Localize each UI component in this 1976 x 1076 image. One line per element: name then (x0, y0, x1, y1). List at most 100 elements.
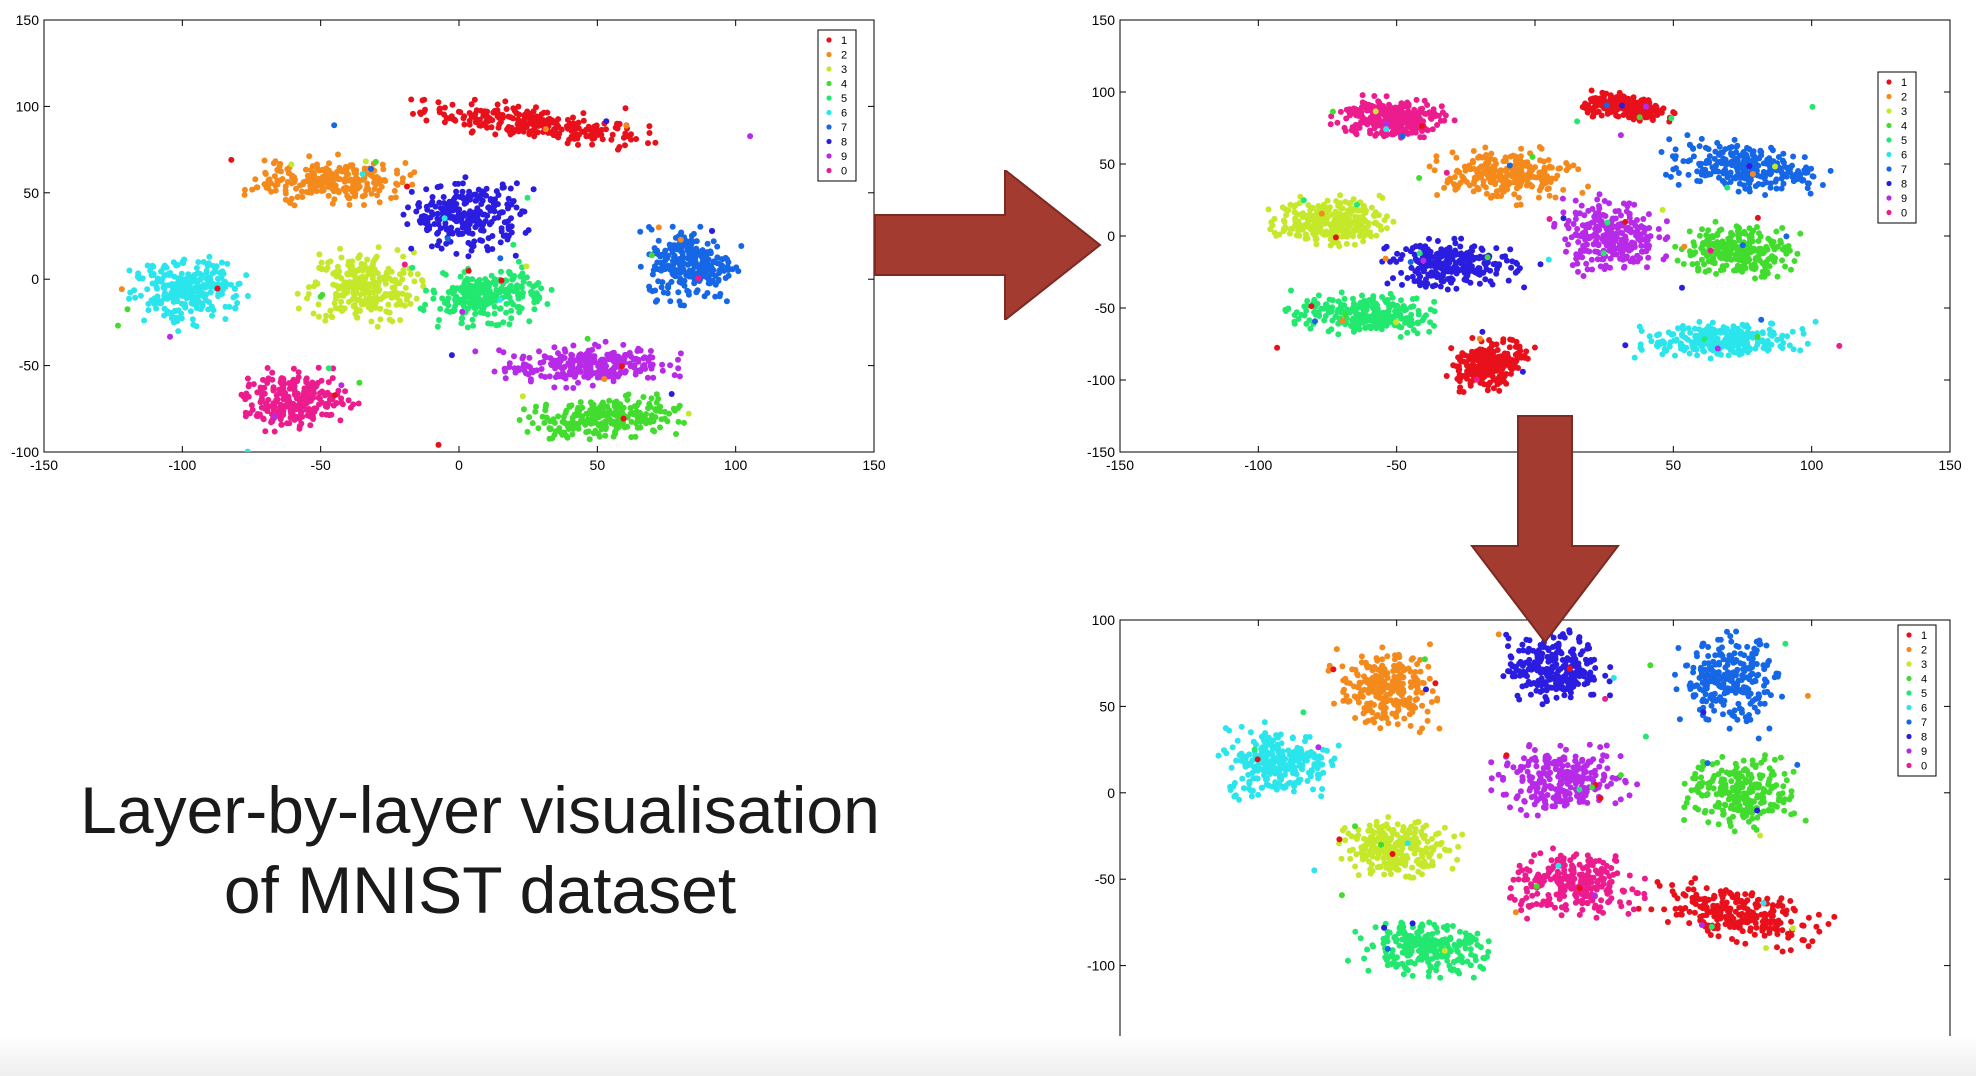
point (299, 403, 306, 410)
point (1524, 355, 1531, 362)
point (609, 131, 616, 138)
point (269, 376, 276, 383)
point (575, 141, 581, 148)
legend-marker-9 (826, 153, 832, 159)
point (1545, 185, 1552, 192)
point (1313, 235, 1320, 242)
point (1638, 107, 1645, 114)
point (1328, 326, 1335, 333)
point (1516, 181, 1523, 188)
point (543, 401, 550, 408)
point (305, 284, 312, 291)
point (1695, 265, 1702, 272)
point (454, 227, 461, 234)
point (1285, 207, 1292, 214)
point (1649, 117, 1656, 123)
point (400, 253, 407, 260)
point (434, 210, 441, 217)
point (577, 368, 584, 375)
point (1453, 154, 1460, 161)
point (377, 296, 384, 303)
point (1631, 103, 1638, 109)
point (1273, 232, 1280, 239)
point (1660, 105, 1667, 112)
point (272, 187, 279, 194)
point (1710, 240, 1717, 247)
stray-point (1353, 225, 1360, 232)
point (391, 187, 398, 194)
point (650, 267, 657, 274)
point (149, 262, 156, 269)
point (347, 186, 354, 192)
stray-point (1473, 376, 1480, 383)
point (1515, 194, 1522, 201)
point (1296, 232, 1303, 239)
point (1504, 171, 1511, 178)
point (1690, 153, 1697, 160)
point (535, 280, 542, 286)
point (474, 278, 481, 285)
point (565, 420, 572, 427)
point (323, 312, 330, 319)
point (444, 298, 451, 305)
point (675, 418, 682, 425)
point (471, 238, 478, 245)
point (403, 296, 410, 303)
point (1467, 382, 1474, 389)
point (652, 287, 659, 294)
point (161, 285, 168, 292)
point (569, 366, 576, 373)
point (1591, 103, 1598, 110)
legend-marker-3 (826, 66, 832, 72)
point (718, 263, 725, 270)
point (476, 116, 483, 123)
point (1799, 326, 1806, 332)
point (1692, 334, 1699, 340)
point (579, 404, 586, 411)
point (1686, 228, 1693, 235)
stray-point (1318, 210, 1325, 217)
point (455, 180, 462, 187)
point (471, 299, 478, 306)
point (178, 315, 185, 322)
point (436, 199, 443, 206)
point (1760, 338, 1766, 345)
point (612, 353, 619, 360)
point (391, 286, 398, 293)
point (702, 255, 709, 262)
point (258, 404, 265, 411)
point (249, 186, 256, 193)
point (338, 298, 345, 305)
point (1797, 171, 1804, 178)
point (1726, 336, 1733, 343)
point (354, 176, 361, 183)
point (1696, 143, 1703, 150)
point (1790, 153, 1797, 160)
point (311, 172, 318, 179)
point (419, 278, 426, 285)
point (1489, 340, 1495, 347)
legend-label-4: 4 (841, 79, 847, 91)
point (1660, 339, 1667, 346)
point (1460, 175, 1467, 182)
point (495, 321, 502, 328)
stray-point (1636, 114, 1643, 121)
point (1508, 370, 1514, 377)
point (652, 139, 659, 146)
point (1334, 217, 1341, 223)
stray-point (178, 270, 185, 277)
point (132, 294, 139, 301)
point (437, 205, 444, 212)
point (483, 185, 490, 192)
point (385, 301, 392, 308)
point (436, 317, 442, 323)
x-tick-label: -100 (1244, 457, 1272, 473)
stray-point (435, 441, 442, 448)
point (377, 305, 384, 312)
stray-point (1506, 162, 1513, 169)
point (1603, 90, 1610, 97)
point (393, 301, 400, 308)
point (1716, 251, 1723, 258)
stray-point (685, 410, 692, 417)
